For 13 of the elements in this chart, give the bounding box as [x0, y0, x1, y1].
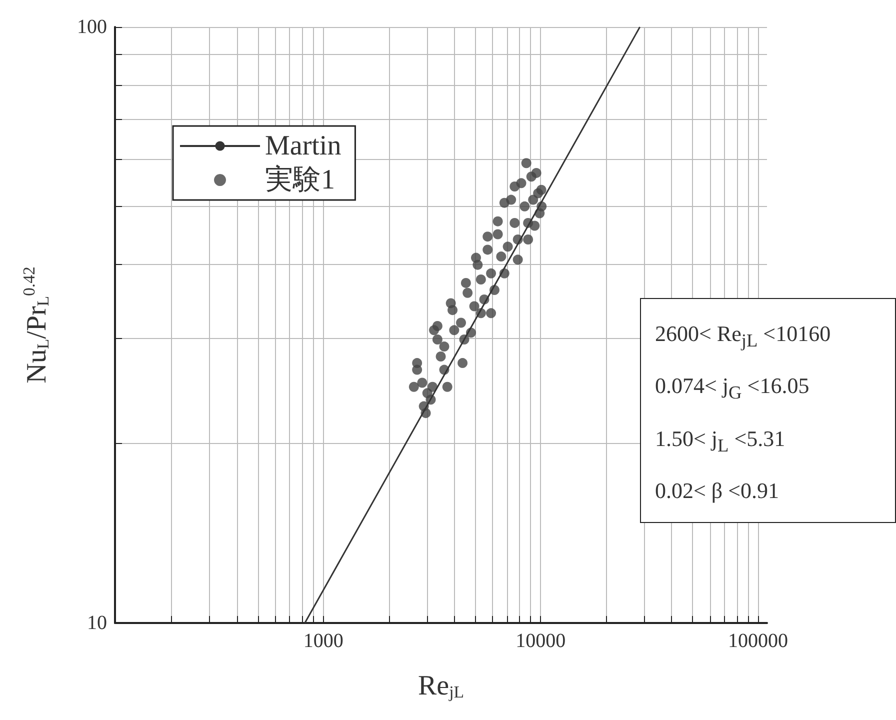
x-tick-label: 10000	[516, 630, 566, 652]
annotation: 2600< Re$_{jL}$ <10160	[655, 320, 832, 352]
x-axis-title: RejL	[418, 670, 464, 702]
x-tick-label: 1000	[303, 630, 344, 652]
x-tick-label: 100000	[728, 630, 788, 652]
annotation: 0.02< β <0.91	[655, 477, 780, 506]
y-tick-label: 100	[77, 16, 107, 38]
y-axis-title: NuL/PrL0.42	[20, 266, 53, 384]
y-tick-label: 10	[87, 612, 107, 634]
legend-label: Martin	[265, 130, 342, 162]
annotation: 1.50< j$_{L}$ <5.31	[655, 424, 786, 458]
legend-label: 実験1	[265, 164, 335, 196]
annotation: 0.074< j$_{G}$ <16.05	[655, 372, 810, 405]
